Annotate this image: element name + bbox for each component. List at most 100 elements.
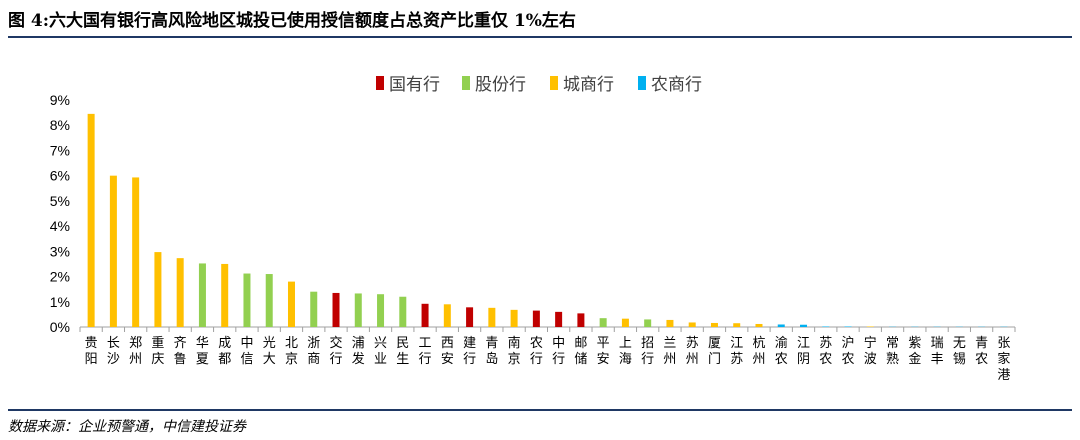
legend-label-2: 股份行 [475,75,526,95]
x-tick-label: 青岛 [485,336,498,367]
x-tick-label: 西安 [441,336,454,367]
bar-34 [822,326,830,327]
x-tick-label: 建行 [463,336,476,367]
bar-22 [555,311,563,327]
legend-swatch-1 [376,76,384,90]
x-tick-label: 农行 [530,336,543,367]
legend-swatch-4 [638,76,646,90]
x-tick-label: 厦门 [708,336,721,367]
bar-10 [287,281,295,327]
bar-6 [198,263,206,327]
x-tick-label: 中行 [552,336,565,367]
bar-12 [332,292,340,327]
legend-swatch-3 [550,76,558,90]
y-tick-label: 3% [50,243,70,259]
y-tick-label: 9% [50,92,70,108]
bar-23 [577,313,585,327]
bar-chart: 国有行 股份行 城商行 农商行 0% 1% 2% 3% 4% 5% 6% 7% 8% 9% 贵阳长沙郑州重庆… [50,75,1016,383]
figure-title: 图 4:六大国有银行高风险地区城投已使用授信额度占总资产比重仅 1%左右 [8,11,576,31]
x-tick-label: 长沙 [107,336,120,367]
x-tick-label: 渝农 [775,335,788,367]
title-rule [8,36,1072,38]
x-tick-label: 常熟 [886,336,899,367]
bar-24 [599,318,607,327]
bar-33 [800,324,808,327]
x-tick-label: 郑州 [129,336,142,367]
bar-11 [310,291,318,327]
x-tick-label: 兰州 [663,336,676,367]
x-tick-label: 江阴 [797,336,810,367]
x-tick-label: 张家港 [997,336,1010,383]
y-tick-label: 7% [50,142,70,158]
x-tick-label: 兴业 [374,336,387,367]
bar-20 [510,309,518,327]
x-tick-label: 交行 [330,335,343,367]
x-tick-label: 苏农 [819,335,832,367]
x-tick-label: 瑞丰 [931,336,944,367]
y-tick-label: 0% [50,319,70,335]
bar-28 [688,322,696,327]
x-tick-label: 齐鲁 [174,335,187,367]
x-tick-label: 平安 [597,336,610,367]
x-tick-label: 浙商 [307,336,320,367]
bar-4 [154,252,162,327]
bar-8 [243,273,251,327]
bar-29 [710,322,718,327]
bar-26 [644,319,652,327]
y-tick-label: 8% [50,117,70,133]
x-tick-label: 上海 [619,336,632,367]
bar-30 [733,323,741,327]
x-tick-label: 宁波 [864,335,877,367]
y-tick-label: 2% [50,269,70,285]
x-tick-label: 杭州 [752,336,765,367]
legend-label-1: 国有行 [389,75,440,95]
legend-swatch-2 [462,76,470,90]
bar-32 [777,324,785,327]
bar-1 [87,113,95,327]
x-tick-label: 无锡 [953,336,966,367]
bar-36 [866,326,874,327]
x-tick-label: 江苏 [730,336,743,367]
bar-5 [176,258,184,327]
bar-31 [755,323,763,327]
y-tick-label: 5% [50,193,70,209]
bar-35 [844,326,852,327]
bar-21 [532,310,540,327]
x-tick-label: 青农 [975,336,988,367]
x-tick-label: 苏州 [686,335,699,367]
bar-25 [621,318,629,327]
bar-16 [421,303,429,327]
x-tick-label: 北京 [285,336,298,367]
x-tick-label: 民生 [396,336,409,367]
legend-label-3: 城商行 [563,75,614,95]
y-tick-label: 4% [50,218,70,234]
x-tick-label: 邮储 [574,336,587,367]
x-tick-label: 招行 [641,336,654,367]
x-tick-label: 南京 [508,335,521,367]
footer-rule [8,409,1072,411]
bar-17 [443,304,451,327]
x-tick-label: 沪农 [842,335,855,367]
bar-7 [221,263,229,327]
bar-18 [466,307,474,327]
x-tick-label: 工行 [419,336,432,367]
bar-3 [132,177,140,327]
x-tick-label: 华夏 [196,336,209,367]
bar-13 [354,293,362,327]
x-tick-label: 中信 [240,336,253,367]
x-tick-label: 成都 [218,336,231,367]
y-tick-label: 1% [50,294,70,310]
legend-label-4: 农商行 [651,75,702,95]
y-tick-label: 6% [50,168,70,184]
bar-27 [666,319,674,327]
x-tick-label: 贵阳 [85,336,98,367]
bar-15 [399,296,407,327]
bar-9 [265,274,273,327]
bar-2 [109,175,117,327]
x-tick-label: 紫金 [908,336,921,367]
x-tick-label: 光大 [263,336,276,367]
x-tick-label: 浦发 [352,336,365,367]
bar-19 [488,307,496,327]
bar-14 [377,294,385,327]
source-note: 数据来源：企业预警通，中信建投证券 [8,419,246,435]
